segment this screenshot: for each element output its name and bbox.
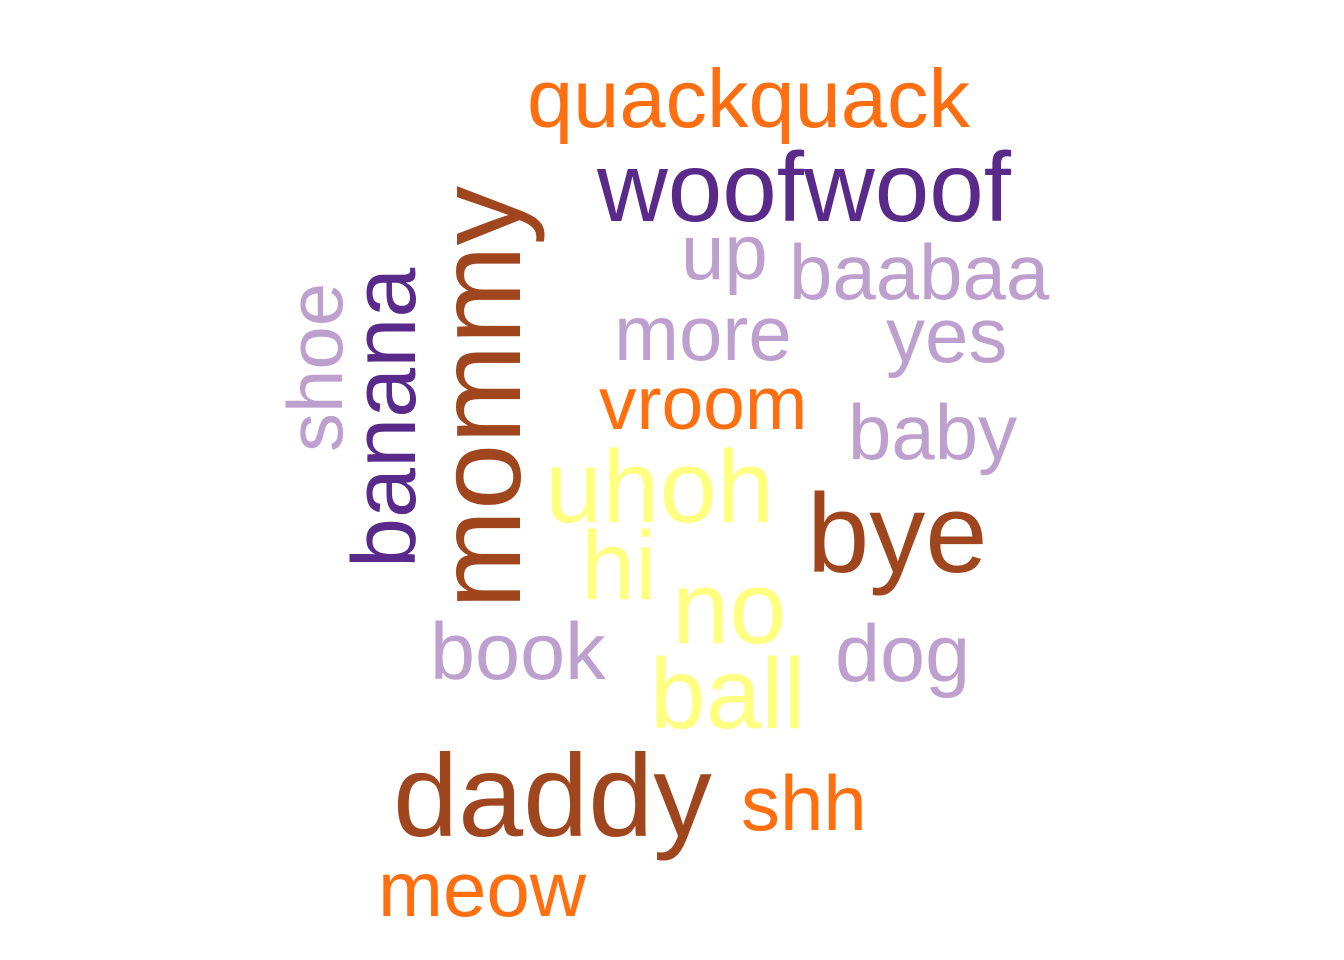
word-more: more [614, 289, 792, 377]
word-ball: ball [650, 638, 806, 750]
word-daddy: daddy [393, 730, 712, 861]
word-meow: meow [378, 845, 587, 933]
word-baabaa: baabaa [789, 228, 1050, 316]
word-baby: baby [848, 388, 1018, 476]
word-bye: bye [807, 471, 988, 596]
word-yes: yes [886, 291, 1008, 379]
word-dog: dog [835, 609, 971, 699]
word-woofwoof: woofwoof [597, 132, 1012, 242]
word-shh: shh [741, 759, 867, 847]
word-mommy: mommy [413, 185, 546, 609]
word-up: up [681, 208, 768, 296]
word-hi: hi [581, 511, 657, 620]
word-vroom: vroom [599, 361, 808, 445]
word-uhoh: uhoh [545, 429, 775, 544]
word-book: book [430, 607, 606, 697]
word-no: no [672, 550, 787, 665]
word-quackquack: quackquack [527, 52, 970, 145]
